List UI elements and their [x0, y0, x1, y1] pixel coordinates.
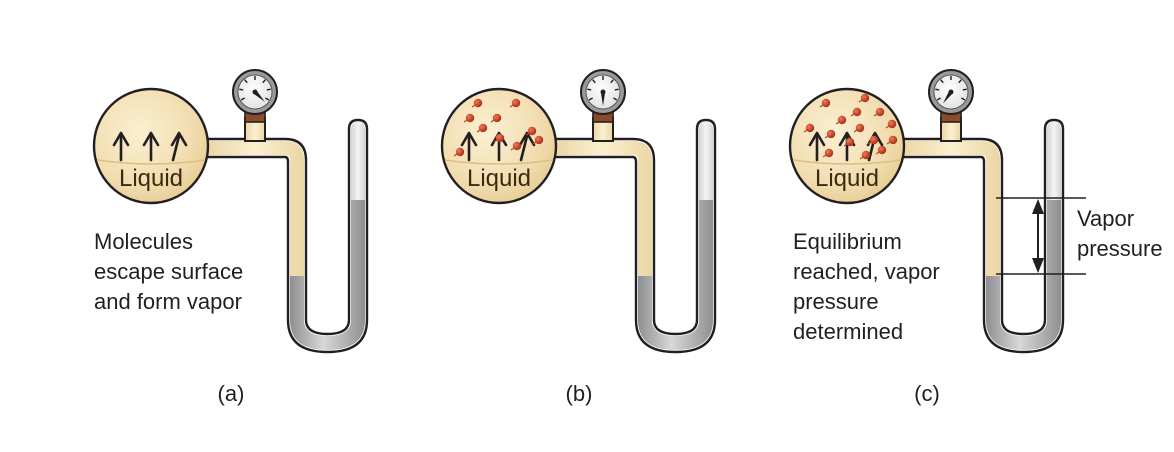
vapor-pressure-annotation: Vapor pressure: [996, 197, 1163, 275]
vapor-molecule-1: [527, 126, 537, 136]
empty-tube-0: [351, 122, 365, 200]
vapor-molecule-2: [875, 107, 885, 117]
gauge-tick-2: [940, 79, 944, 84]
description-a-line-1: Molecules: [94, 229, 193, 254]
panel-label-c: (c): [914, 381, 940, 406]
escape-arrowhead-1-2: [518, 131, 536, 147]
vapor-molecule-1: [492, 113, 502, 123]
escape-arrow-1-2: [519, 134, 529, 162]
gauge-tick-1: [587, 88, 592, 91]
tube-outline-2: [902, 118, 1065, 354]
vapor-molecule-1: [495, 133, 505, 143]
panel-b: Liquid: [440, 69, 717, 354]
vapor-molecule-2: [855, 123, 865, 133]
panel-a: Liquid: [92, 69, 369, 354]
gauge-tick-1: [610, 79, 614, 84]
gauge-needle-1: [600, 92, 606, 106]
gauge-tick-1: [592, 79, 596, 84]
annotation-line-1: Vapor: [1077, 206, 1134, 231]
mercury-2: [986, 200, 1061, 350]
escape-arrowhead-0-0: [112, 131, 130, 147]
vapor-molecule-2: [861, 150, 871, 160]
gauge-pivot-2: [948, 89, 954, 95]
vapor-molecule-1: [534, 135, 544, 145]
panel-label-b: (b): [566, 381, 593, 406]
gauge-tick-0: [265, 97, 270, 101]
empty-tube-2: [1047, 122, 1061, 200]
escape-arrowhead-2-0: [808, 131, 826, 147]
vapor-molecule-2: [877, 145, 887, 155]
liquid-surface-1: [444, 159, 554, 165]
gauge-tick-0: [244, 79, 248, 84]
vapor-molecule-2: [805, 123, 815, 133]
description-c-line-1: Equilibrium: [793, 229, 902, 254]
annotation-label: Vapor pressure: [1077, 206, 1163, 261]
description-a: Molecules escape surface and form vapor: [94, 229, 249, 314]
gauge-tick-0: [239, 88, 244, 91]
escape-arrowhead-1-0: [460, 131, 478, 147]
gauge-tick-1: [614, 88, 619, 91]
mercury-1: [638, 200, 713, 350]
gauge-tick-1: [588, 97, 593, 101]
gas-tube-1: [554, 141, 652, 276]
bulb-label-0: Liquid: [119, 165, 183, 192]
description-a-line-2: escape surface: [94, 259, 243, 284]
arrow-down-head: [1032, 258, 1044, 273]
vapor-molecule-2: [845, 137, 855, 147]
arrow-up-head: [1032, 199, 1044, 214]
gauge-tick-2: [936, 97, 941, 101]
gas-tube-0: [206, 141, 304, 276]
vapor-molecule-2: [837, 115, 847, 125]
vapor-molecule-1: [465, 113, 475, 123]
tube-outline-0: [206, 118, 369, 354]
mercury-0: [290, 200, 365, 350]
vapor-molecule-1: [455, 147, 465, 157]
vapor-molecule-2: [824, 148, 834, 158]
vapor-molecule-2: [821, 98, 831, 108]
annotation-line-2: pressure: [1077, 236, 1163, 261]
panel-label-a: (a): [218, 381, 245, 406]
gauge-tick-0: [262, 79, 266, 84]
gauge-tick-2: [958, 79, 962, 84]
gas-tube-2: [902, 141, 1000, 276]
vapor-molecule-2: [887, 119, 897, 129]
gauge-pivot-0: [252, 89, 258, 95]
description-c-line-3: pressure: [793, 289, 879, 314]
escape-arrowhead-1-1: [490, 131, 508, 147]
gauge-tick-0: [240, 97, 245, 101]
description-c-line-2: reached, vapor: [793, 259, 940, 284]
gauge-tick-2: [935, 88, 940, 91]
description-c: Equilibrium reached, vapor pressure dete…: [793, 229, 946, 344]
description-c-line-4: determined: [793, 319, 903, 344]
vapor-molecule-2: [860, 93, 870, 103]
vapor-molecule-2: [826, 129, 836, 139]
panel-c: Liquid: [788, 69, 1065, 354]
vapor-molecule-2: [869, 135, 879, 145]
tube-outline-1: [554, 118, 717, 354]
vapor-molecule-2: [888, 135, 898, 145]
liquid-surface-2: [792, 159, 902, 165]
description-a-line-3: and form vapor: [94, 289, 242, 314]
vapor-molecule-1: [511, 98, 521, 108]
escape-arrow-0-2: [171, 134, 181, 162]
gauge-tick-0: [266, 88, 271, 91]
liquid-surface-0: [96, 159, 206, 165]
vapor-molecule-2: [852, 107, 862, 117]
gauge-tick-2: [961, 97, 966, 101]
escape-arrowhead-0-2: [170, 131, 188, 147]
bulb-label-2: Liquid: [815, 165, 879, 192]
vapor-molecule-1: [512, 141, 522, 151]
vapor-molecule-1: [473, 98, 483, 108]
empty-tube-1: [699, 122, 713, 200]
gauge-tick-1: [613, 97, 618, 101]
vapor-molecule-1: [478, 123, 488, 133]
gauge-pivot-1: [600, 89, 606, 95]
gauge-tick-2: [962, 88, 967, 91]
escape-arrowhead-0-1: [142, 131, 160, 147]
bulb-label-1: Liquid: [467, 165, 531, 192]
